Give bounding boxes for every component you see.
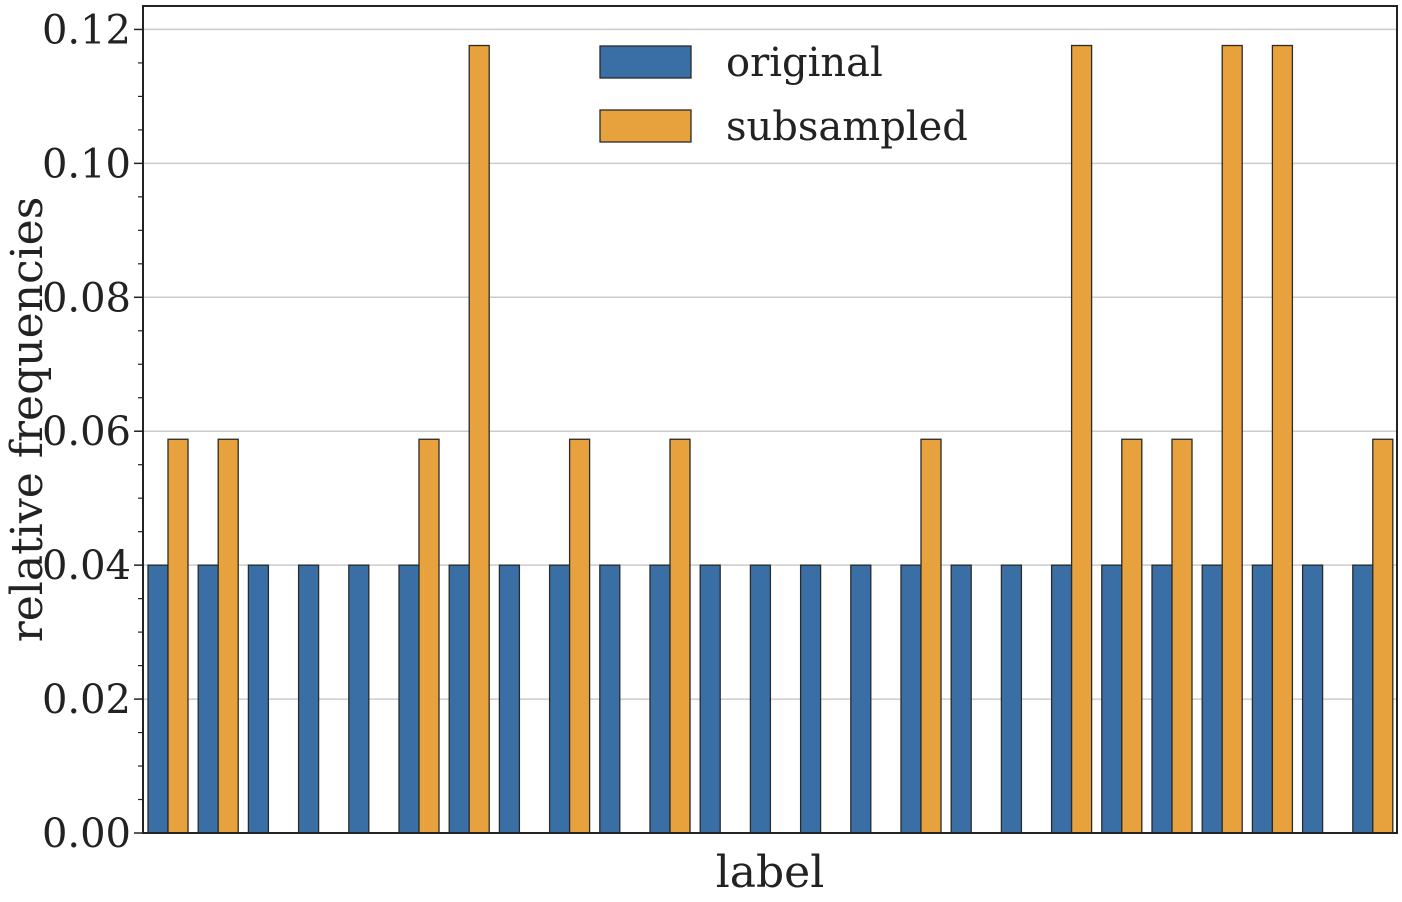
plot-frame [142,5,1398,834]
y-tick-label: 0.00 [42,811,131,857]
bar-subsampled-5 [418,438,440,834]
bar-original-17 [1000,564,1023,834]
bar-original-13 [799,564,822,834]
bar-subsampled-20 [1171,438,1193,834]
bar-original-22 [1251,564,1274,834]
bar-original-2 [247,564,270,834]
y-axis: 0.00 0.02 0.04 0.06 0.08 0.10 0.12 [42,7,143,857]
bar-subsampled-24 [1372,438,1394,834]
bar-original-10 [649,564,671,834]
bar-original-4 [348,564,370,834]
bar-subsampled-18 [1070,44,1093,834]
bar-original-19 [1101,564,1123,834]
y-tick-label: 0.06 [42,409,131,455]
bar-original-0 [147,564,169,834]
legend-label-original: original [726,40,883,86]
bar-original-3 [297,564,320,834]
y-tick-label: 0.08 [42,275,131,321]
bar-original-12 [749,564,772,834]
bar-original-5 [398,564,420,834]
bar-subsampled-8 [568,438,591,834]
bar-subsampled-1 [217,438,239,834]
bar-original-11 [699,564,721,834]
bar-original-21 [1201,564,1223,834]
bar-original-23 [1301,564,1324,834]
legend-label-subsampled: subsampled [726,104,968,150]
legend: original subsampled [599,40,968,150]
bar-original-7 [498,564,521,834]
legend-swatch-original [599,45,692,79]
y-tick-label: 0.12 [42,7,131,53]
y-tick-label: 0.02 [42,677,131,723]
bar-original-16 [950,564,972,834]
bar-subsampled-10 [669,438,691,834]
bar-original-1 [197,564,219,834]
bar-subsampled-6 [468,44,490,834]
bar-original-6 [448,564,470,834]
bar-subsampled-22 [1271,44,1294,834]
legend-swatch-subsampled [599,109,692,143]
bar-original-14 [850,564,872,834]
bar-subsampled-19 [1121,438,1143,834]
bar-subsampled-15 [920,438,942,834]
x-axis-label: label [716,847,825,898]
bar-original-20 [1151,564,1173,834]
bars [147,44,1394,834]
bar-original-9 [599,564,621,834]
y-axis-label: relative frequencies [2,197,53,643]
bar-original-15 [900,564,922,834]
bar-original-18 [1050,564,1073,834]
bar-original-24 [1352,564,1374,834]
y-tick-label: 0.10 [42,141,131,187]
bar-original-8 [548,564,571,834]
y-tick-label: 0.04 [42,543,131,589]
bar-subsampled-21 [1221,44,1243,834]
bar-subsampled-0 [167,438,189,834]
